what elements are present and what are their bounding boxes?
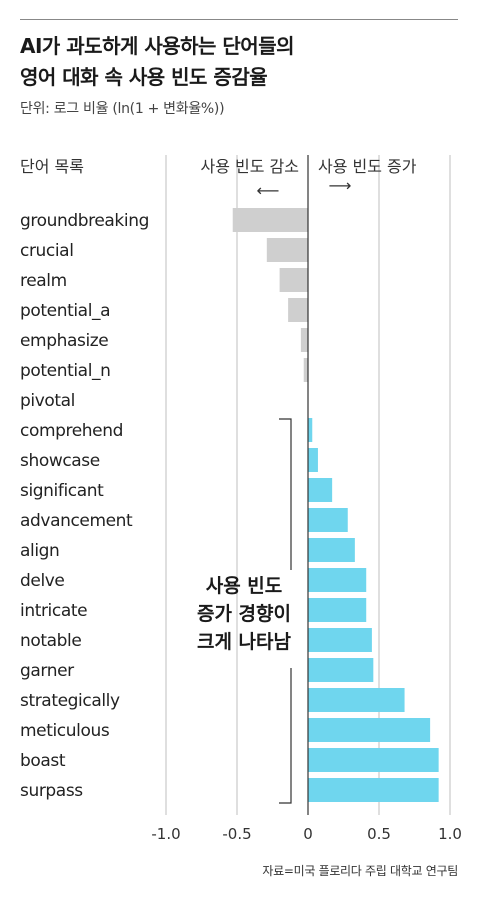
- bar: [266, 238, 308, 262]
- category-label: showcase: [20, 451, 100, 471]
- bar: [308, 748, 439, 772]
- x-tick-label: -1.0: [151, 825, 180, 843]
- annotation-text-line: 사용 빈도: [206, 575, 283, 597]
- bar: [308, 568, 367, 592]
- bar: [308, 448, 318, 472]
- category-label: groundbreaking: [20, 211, 149, 231]
- category-label: garner: [20, 661, 74, 681]
- bar: [279, 268, 308, 292]
- bar: [232, 208, 308, 232]
- category-label: realm: [20, 271, 67, 291]
- category-label: potential_a: [20, 301, 110, 321]
- category-label: surpass: [20, 781, 83, 801]
- x-tick-label: 0: [303, 825, 313, 843]
- category-label: notable: [20, 631, 81, 651]
- chart-title-line-1: AI가 과도하게 사용하는 단어들의: [20, 34, 295, 58]
- annotation-bracket: [279, 418, 292, 804]
- bar: [308, 658, 374, 682]
- top-rule: [20, 19, 458, 20]
- category-label: meticulous: [20, 721, 110, 741]
- bar: [308, 478, 333, 502]
- bar: [308, 538, 355, 562]
- x-tick-label: 1.0: [438, 825, 462, 843]
- category-label: significant: [20, 481, 104, 501]
- bar: [303, 358, 308, 382]
- annotation-text-line: 증가 경향이: [197, 603, 291, 625]
- category-label: delve: [20, 571, 65, 591]
- category-label: emphasize: [20, 331, 108, 351]
- direction-label-decrease: 사용 빈도 감소: [201, 157, 300, 176]
- bar: [308, 418, 313, 442]
- bar: [300, 328, 308, 352]
- direction-label-increase: 사용 빈도 증가: [318, 157, 417, 176]
- category-label: advancement: [20, 511, 133, 531]
- bar: [308, 688, 405, 712]
- bar: [308, 718, 431, 742]
- category-label: boast: [20, 751, 66, 771]
- category-label: intricate: [20, 601, 87, 621]
- chart-title: AI가 과도하게 사용하는 단어들의 영어 대화 속 사용 빈도 증감율: [20, 31, 460, 93]
- category-label: strategically: [20, 691, 120, 711]
- category-label: potential_n: [20, 361, 111, 381]
- category-header: 단어 목록: [20, 157, 84, 176]
- category-label: crucial: [20, 241, 74, 261]
- bar: [288, 298, 308, 322]
- chart-subtitle: 단위: 로그 비율 (ln(1 + 변화율%)): [20, 101, 225, 117]
- category-label: align: [20, 541, 59, 561]
- bar: [308, 508, 348, 532]
- arrow-right-icon: ⟶: [329, 176, 352, 195]
- chart-title-line-2: 영어 대화 속 사용 빈도 증감율: [20, 65, 268, 89]
- bar: [308, 598, 367, 622]
- bar: [308, 628, 372, 652]
- category-label: pivotal: [20, 391, 75, 411]
- x-tick-label: -0.5: [222, 825, 251, 843]
- arrow-left-icon: ⟵: [257, 181, 280, 200]
- category-label: comprehend: [20, 421, 123, 441]
- x-tick-label: 0.5: [367, 825, 391, 843]
- bar: [308, 778, 439, 802]
- source-note: 자료=미국 플로리다 주립 대학교 연구팀: [262, 864, 458, 878]
- annotation-text-line: 크게 나타남: [197, 631, 292, 653]
